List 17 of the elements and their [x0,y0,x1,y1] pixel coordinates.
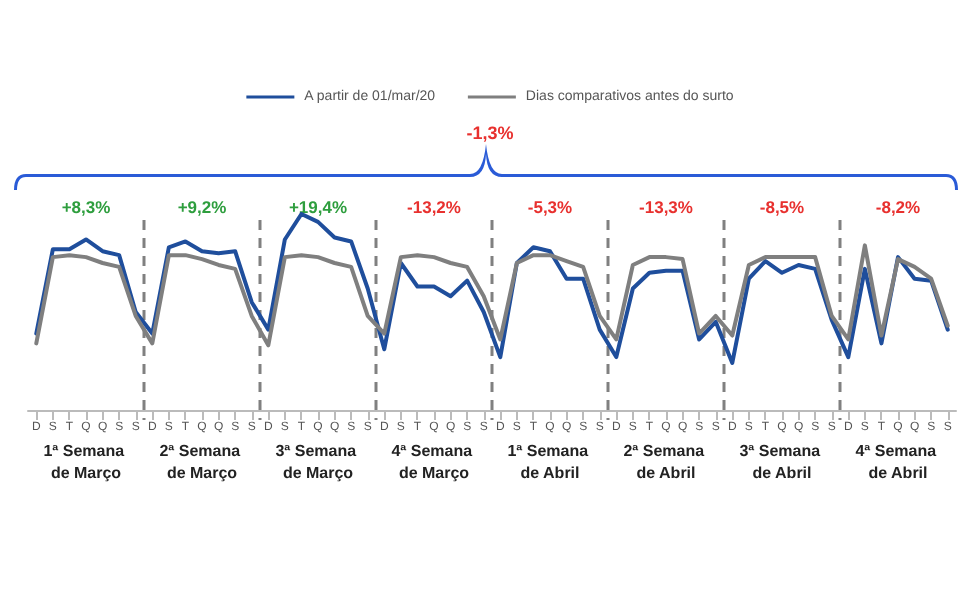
text: 1ª Semana de Abril [507,442,593,482]
text: 3ª Semana de Março [275,442,361,482]
text: 2ª Semana de Março [159,442,245,482]
annotation: -8,5% [759,197,806,217]
annotation: +19,4% [288,197,348,217]
text: 4ª Semana de Abril [855,442,941,482]
annotation: -13,3% [639,197,694,217]
text: 3ª Semana de Abril [739,442,825,482]
annotation: +9,2% [177,197,228,217]
annotation: -13,2% [407,197,462,217]
annotation: +8,3% [61,197,112,217]
text: -1,3% [466,123,514,143]
text: 4ª Semana de Março [391,442,477,482]
annotation: -8,2% [875,197,922,217]
annotation: -5,3% [527,197,574,217]
text: 1ª Semana de Março [43,442,129,482]
text: 2ª Semana de Abril [623,442,709,482]
